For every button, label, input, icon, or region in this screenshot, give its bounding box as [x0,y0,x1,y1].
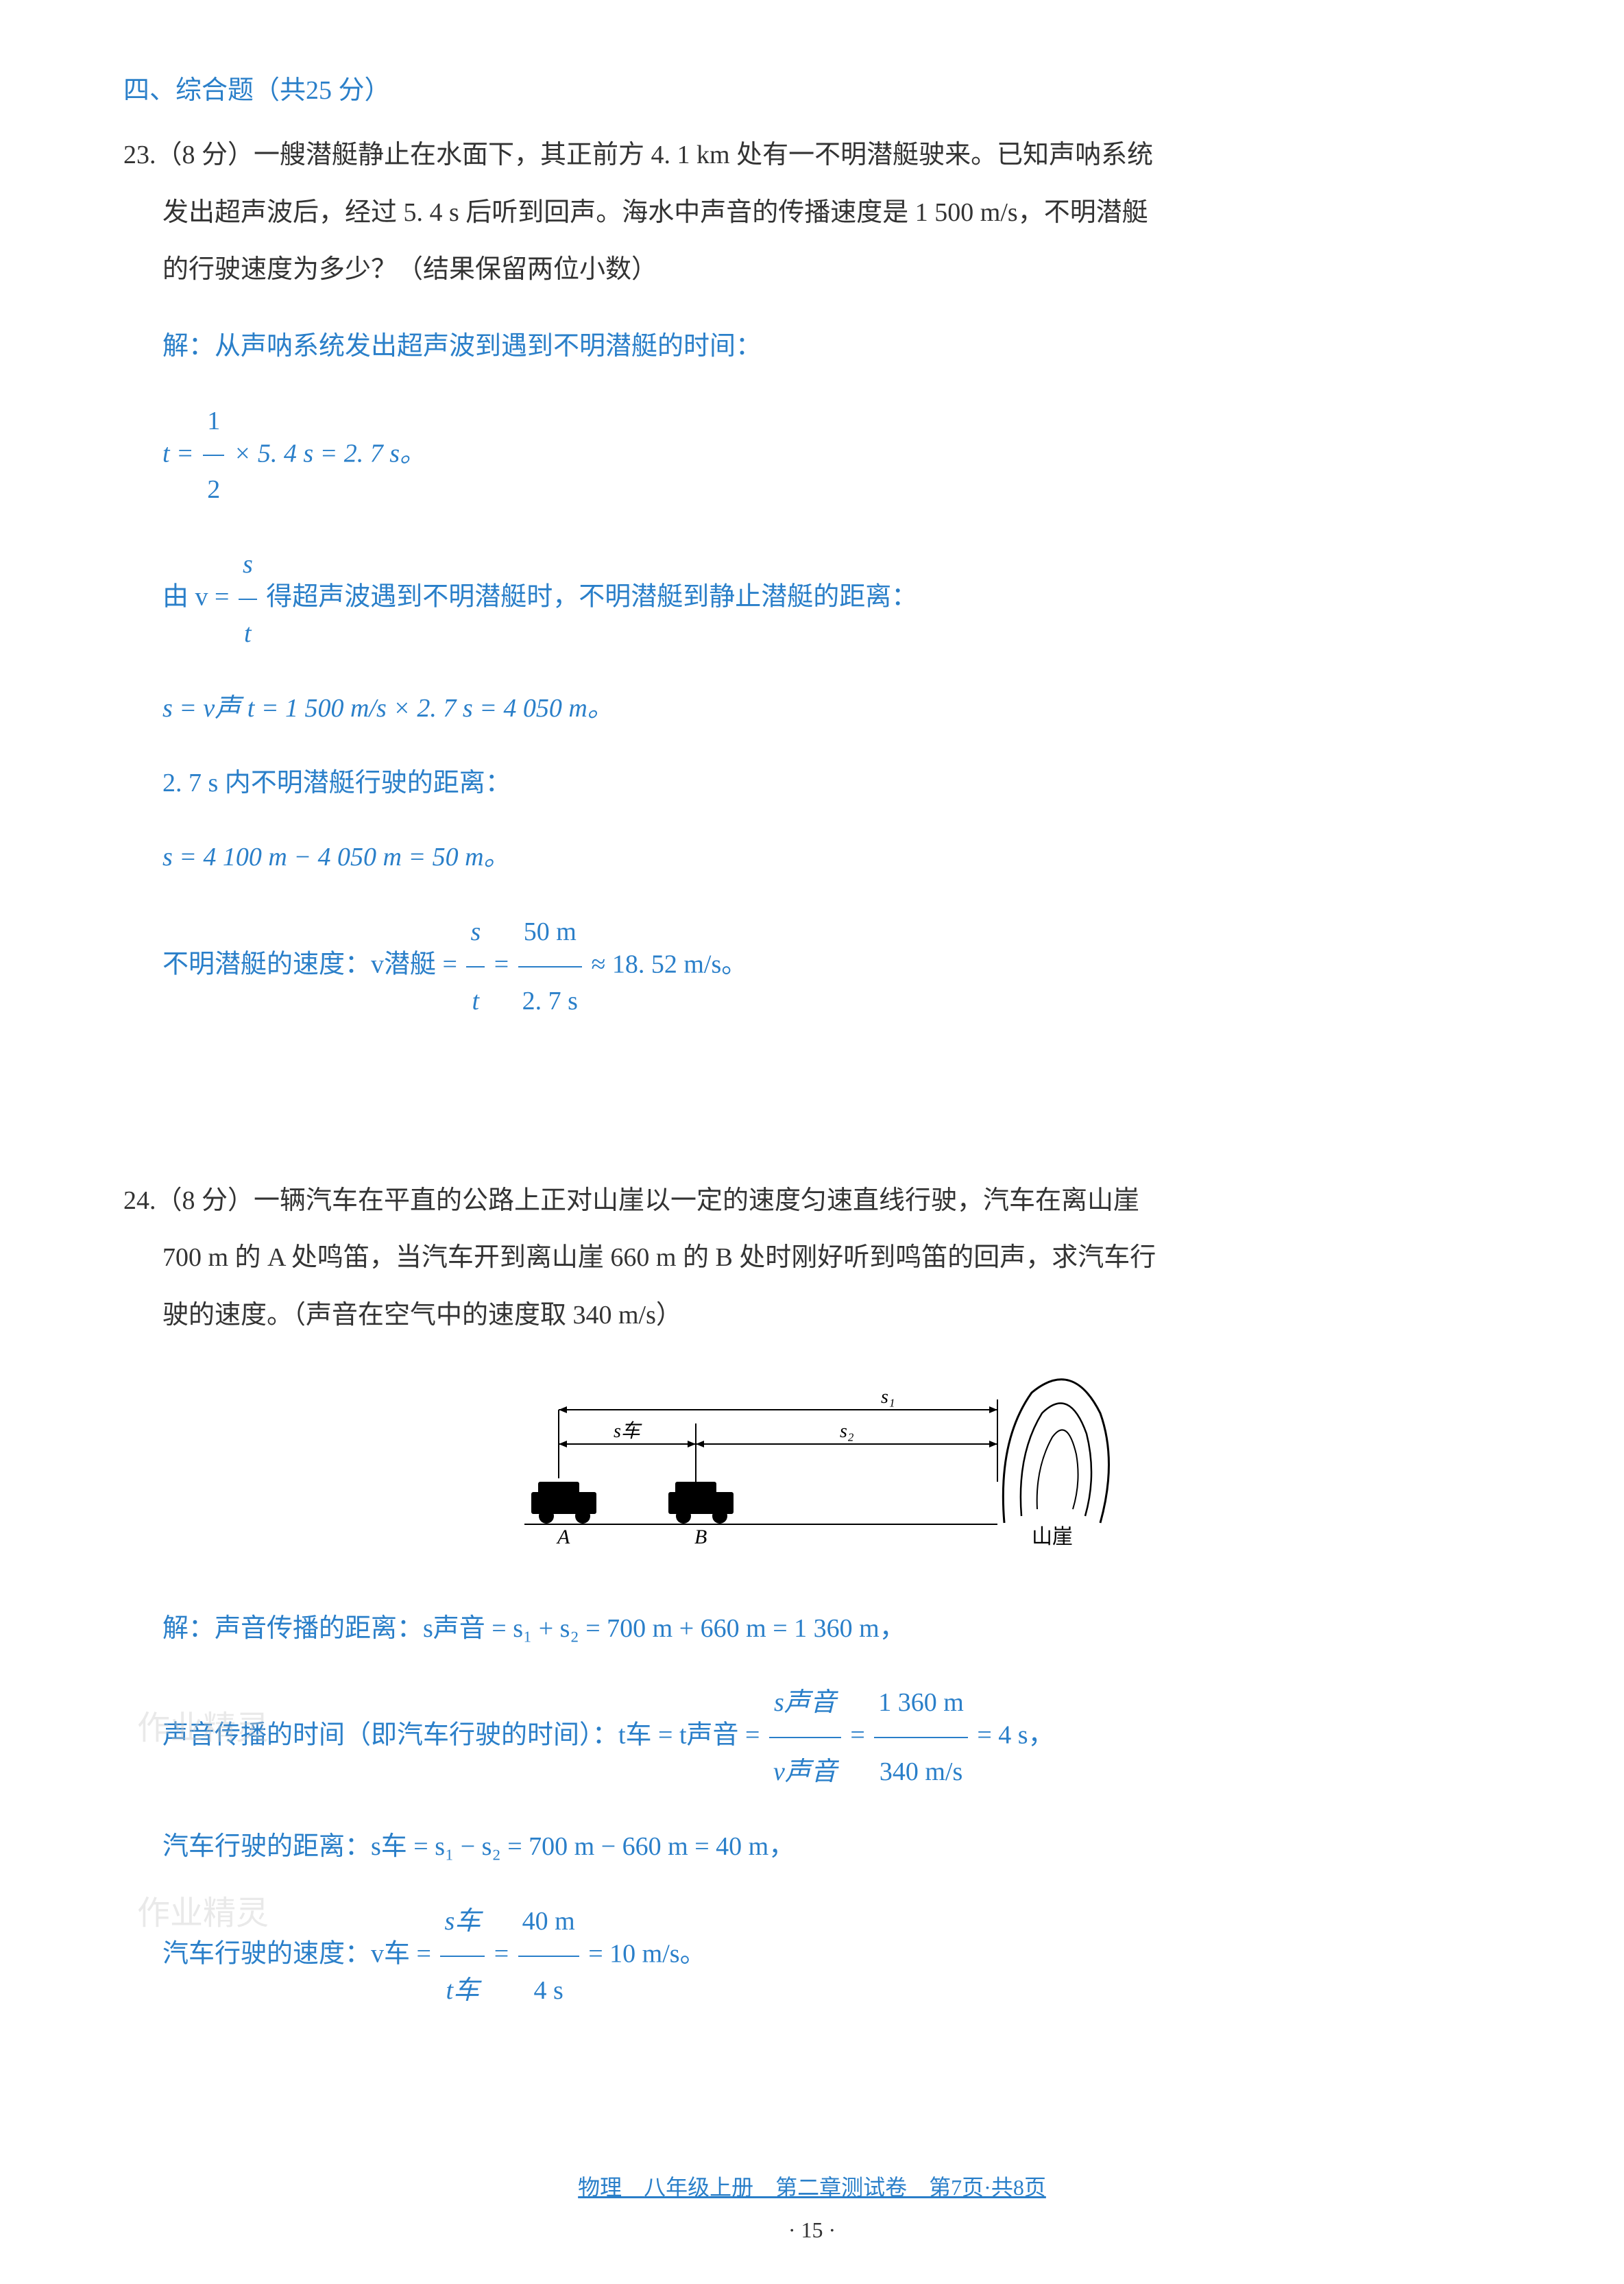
problem-24-text: 24.（8 分）一辆汽车在平直的公路上正对山崖以一定的速度匀速直线行驶，汽车在离… [123,1173,1501,1345]
problem-23-line2: 发出超声波后，经过 5. 4 s 后听到回声。海水中声音的传播速度是 1 500… [162,198,1148,227]
page-number: · 15 · [0,2217,1624,2243]
car-b-icon [668,1482,734,1524]
problem-23-points: （8 分） [156,141,254,169]
formula-v-suffix: 得超声波遇到不明潜艇时，不明潜艇到静止潜艇的距离： [260,583,918,612]
solution-24-line4: 汽车行驶的速度：v车 = s车t车 = 40 m4 s = 10 m/s。 [162,1888,1501,2025]
solution-23-line6: s = 4 100 m − 4 050 m = 50 m。 [162,824,1501,891]
sol24-l2-suffix: = 4 s， [971,1721,1054,1750]
problem-24-number: 24. [123,1186,156,1215]
footer-text: 物理 八年级上册 第二章测试卷 第7页·共8页 [0,2170,1624,2202]
formula-speed-suffix: ≈ 18. 52 m/s。 [585,950,747,979]
label-s-car: s车 [614,1421,642,1442]
solution-24-line2: 声音传播的时间（即汽车行驶的时间）：t车 = t声音 = s声音v声音 = 1 … [162,1669,1501,1806]
fraction-50-2.7: 50 m2. 7 s [518,898,582,1035]
sol24-l4-prefix: 汽车行驶的速度：v车 = [162,1939,437,1968]
problem-24-line2: 700 m 的 A 处鸣笛，当汽车开到离山崖 660 m 的 B 处时刚好听到鸣… [162,1243,1156,1272]
car-a-icon [531,1482,596,1524]
car-cliff-diagram: s₁ s车 s₂ A [504,1372,1121,1564]
solution-24-line3: 汽车行驶的距离：s车 = s₁ − s₂ = 700 m − 660 m = 4… [162,1813,1501,1881]
problem-23-line3: 的行驶速度为多少？（结果保留两位小数） [162,255,657,284]
problem-23-text: 23.（8 分）一艘潜艇静止在水面下，其正前方 4. 1 km 处有一不明潜艇驶… [123,127,1501,299]
sol24-l2-mid: = [844,1721,871,1750]
problem-24-points: （8 分） [156,1186,254,1215]
problem-24-line1: 一辆汽车在平直的公路上正对山崖以一定的速度匀速直线行驶，汽车在离山崖 [254,1186,1139,1215]
solution-23-line2: t = 12 × 5. 4 s = 2. 7 s。 [162,387,1501,525]
formula-t-suffix: × 5. 4 s = 2. 7 s。 [227,439,426,468]
fraction-s-t-2: st [466,898,485,1035]
label-b: B [694,1526,707,1548]
formula-eq: = [487,950,515,979]
cliff-icon [1003,1379,1108,1522]
label-cliff: 山崖 [1032,1526,1073,1548]
fraction-ssound-vsound: s声音v声音 [769,1669,841,1806]
problem-23: 23.（8 分）一艘潜艇静止在水面下，其正前方 4. 1 km 处有一不明潜艇驶… [123,127,1501,1035]
formula-speed-prefix: 不明潜艇的速度：v潜艇 = [162,950,463,979]
section-title: 四、综合题（共25 分） [123,69,1501,106]
solution-24-line1: 解：声音传播的距离：s声音 = s₁ + s₂ = 700 m + 660 m … [162,1595,1501,1663]
solution-23-line1: 解：从声呐系统发出超声波到遇到不明潜艇的时间： [162,313,1501,381]
formula-t-prefix: t = [162,439,200,468]
fraction-1360-340: 1 360 m340 m/s [874,1669,968,1806]
solution-23-line3: 由 v = st 得超声波遇到不明潜艇时，不明潜艇到静止潜艇的距离： [162,531,1501,668]
problem-23-number: 23. [123,141,156,169]
problem-23-solution: 解：从声呐系统发出超声波到遇到不明潜艇的时间： t = 12 × 5. 4 s … [123,313,1501,1035]
formula-v-prefix: 由 v = [162,583,236,612]
label-s1: s₁ [881,1386,895,1408]
problem-24: 24.（8 分）一辆汽车在平直的公路上正对山崖以一定的速度匀速直线行驶，汽车在离… [123,1173,1501,2025]
label-a: A [556,1526,570,1548]
problem-23-line1: 一艘潜艇静止在水面下，其正前方 4. 1 km 处有一不明潜艇驶来。已知声呐系统 [254,141,1153,169]
fraction-40-4: 40 m4 s [518,1888,579,2025]
label-s2: s₂ [840,1421,854,1442]
fraction-s-t: st [239,531,257,668]
solution-23-line4: s = v声 t = 1 500 m/s × 2. 7 s = 4 050 m。 [162,675,1501,743]
fraction-half: 12 [203,387,224,525]
sol24-l4-mid: = [487,1939,515,1968]
problem-24-solution: 解：声音传播的距离：s声音 = s₁ + s₂ = 700 m + 660 m … [123,1595,1501,2025]
sol24-l4-suffix: = 10 m/s。 [582,1939,706,1968]
problem-24-diagram: s₁ s车 s₂ A [123,1372,1501,1567]
fraction-scar-tcar: s车t车 [440,1888,485,2025]
solution-23-line7: 不明潜艇的速度：v潜艇 = st = 50 m2. 7 s ≈ 18. 52 m… [162,898,1501,1035]
problem-24-line3: 驶的速度。（声音在空气中的速度取 340 m/s） [162,1301,682,1330]
sol24-l2-prefix: 声音传播的时间（即汽车行驶的时间）：t车 = t声音 = [162,1721,766,1750]
solution-23-line5: 2. 7 s 内不明潜艇行驶的距离： [162,749,1501,817]
